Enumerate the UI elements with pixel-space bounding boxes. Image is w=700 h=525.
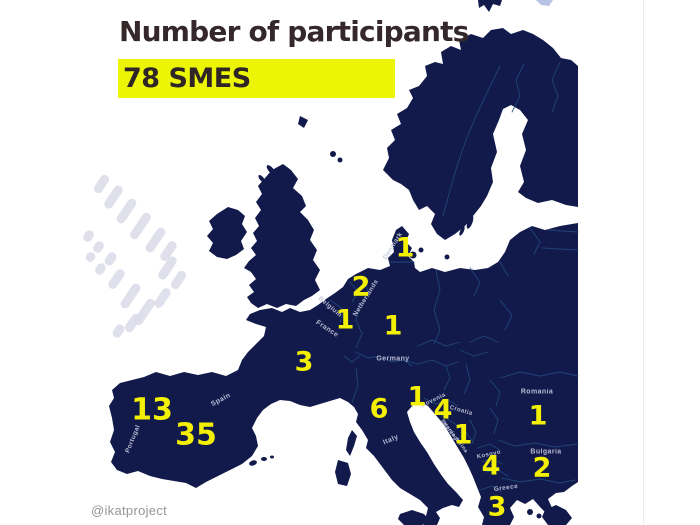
island-shetland: [298, 116, 308, 128]
top-cutoff-shape-light: [536, 0, 553, 6]
landmass-scandinavia: [383, 28, 578, 240]
landmass-bottom-right: [542, 505, 572, 525]
island-orkney: [330, 151, 336, 157]
island-corsica: [346, 430, 357, 456]
island-balearics: [270, 455, 274, 459]
island-sardinia: [335, 460, 351, 486]
island-danish-isles: [418, 247, 424, 253]
island-balearics: [249, 460, 257, 466]
island-hebrides: [266, 165, 276, 175]
island-oland: [459, 226, 465, 236]
island-ireland: [207, 207, 247, 259]
page-edge-divider: [643, 0, 644, 525]
landmass-continental-europe: [109, 223, 578, 525]
island-bornholm: [444, 254, 450, 260]
island-gotland: [466, 215, 474, 229]
island-great-britain: [244, 164, 320, 308]
credit-handle: @ikatproject: [91, 503, 168, 518]
island-sicily: [398, 510, 430, 525]
country-borders-layer: [329, 61, 579, 493]
participants-total-highlight: 78 SMES: [118, 59, 395, 98]
island-hebrides: [258, 174, 266, 184]
island-aegean: [536, 513, 542, 519]
island-orkney: [337, 157, 343, 163]
island-danish-isles: [402, 248, 408, 254]
island-balearics: [261, 457, 267, 461]
island-aegean: [527, 509, 533, 515]
page-title: Number of participants: [119, 15, 469, 48]
island-danish-isles: [409, 251, 417, 259]
top-cutoff-shape: [478, 0, 502, 12]
